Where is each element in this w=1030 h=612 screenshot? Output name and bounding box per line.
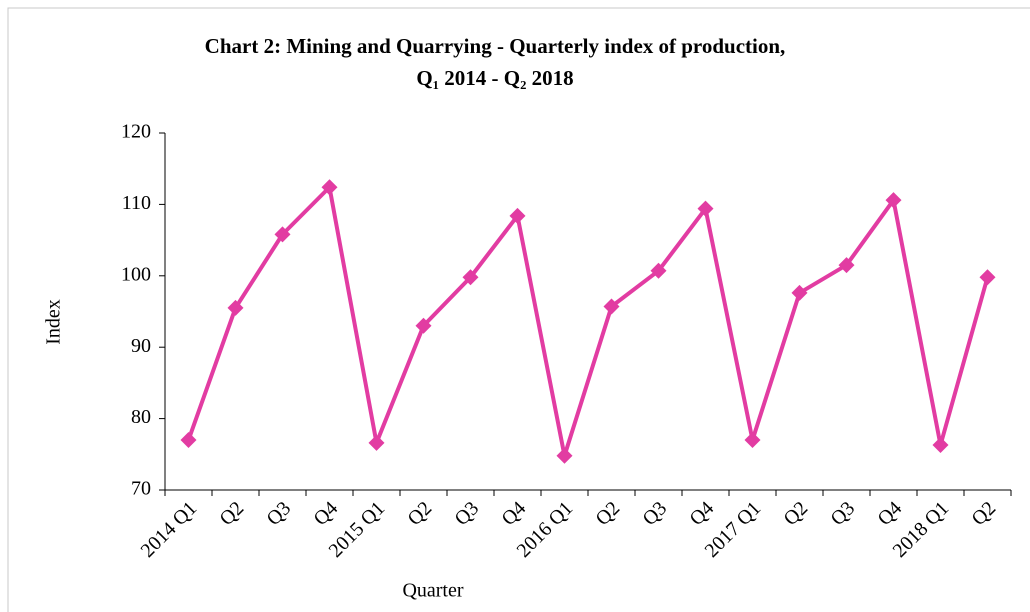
x-tick-label: Q2: [591, 497, 624, 530]
marker: [462, 269, 479, 286]
y-tick-label: 90: [131, 335, 151, 357]
marker: [274, 226, 291, 243]
y-tick-label: 120: [121, 121, 151, 143]
y-tick-label: 100: [121, 263, 151, 285]
x-axis-label: Quarter: [402, 580, 463, 602]
x-tick-label: Q2: [779, 497, 812, 530]
x-tick-label: Q3: [638, 497, 671, 530]
marker: [368, 434, 385, 451]
x-tick-label: Q4: [873, 497, 906, 530]
chart-frame: [7, 7, 1030, 612]
marker: [180, 432, 197, 449]
x-tick-label: Q2: [967, 497, 1000, 530]
chart-title: Chart 2: Mining and Quarrying - Quarterl…: [205, 34, 786, 58]
marker: [556, 447, 573, 464]
marker: [791, 284, 808, 301]
marker: [979, 269, 996, 286]
marker: [227, 299, 244, 316]
marker: [885, 192, 902, 209]
line: [186, 185, 990, 458]
marker: [838, 257, 855, 274]
x-tick-label: Q2: [403, 497, 436, 530]
x-tick-label: Q4: [309, 497, 342, 530]
marker: [697, 200, 714, 217]
chart-subtitle: Q₁ 2014 - Q₂ 2018: [416, 66, 573, 90]
x-tick-label: Q3: [450, 497, 483, 530]
y-tick-label: 80: [131, 406, 151, 428]
y-tick-label: 70: [131, 478, 151, 500]
y-tick-label: 110: [122, 192, 151, 214]
marker: [744, 432, 761, 449]
x-tick-label: 2014 Q1: [137, 497, 202, 562]
x-tick-label: Q4: [685, 497, 718, 530]
marker: [509, 207, 526, 224]
x-tick-label: Q4: [497, 497, 530, 530]
marker: [650, 262, 667, 279]
x-tick-label: Q2: [215, 497, 248, 530]
marker: [415, 317, 432, 334]
x-tick-label: Q3: [262, 497, 295, 530]
marker: [932, 437, 949, 454]
marker: [321, 179, 338, 196]
marker: [603, 298, 620, 315]
x-tick-label: Q3: [826, 497, 859, 530]
y-axis-label: Index: [43, 299, 65, 345]
